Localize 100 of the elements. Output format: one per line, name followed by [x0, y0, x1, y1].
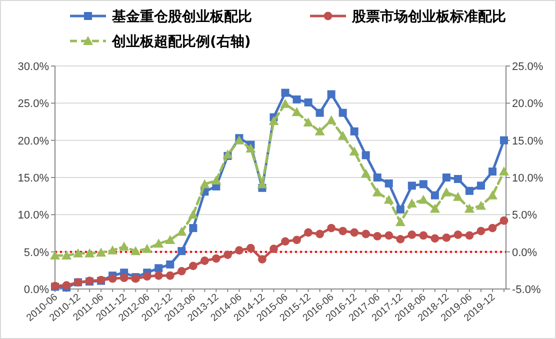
point	[108, 274, 117, 283]
point	[430, 191, 439, 200]
point	[303, 117, 314, 126]
point	[396, 205, 404, 214]
point	[178, 247, 186, 256]
point	[154, 264, 163, 272]
point	[235, 246, 244, 255]
y2-tick-label: 20.0%	[512, 98, 544, 110]
point	[292, 107, 302, 116]
point	[373, 174, 382, 182]
point	[314, 126, 325, 136]
y2-tick-label: 25.0%	[512, 61, 544, 73]
y2-tick-label: 0.0%	[512, 246, 538, 259]
point	[395, 217, 406, 226]
point	[360, 168, 371, 178]
y-tick-label: 5.0%	[24, 246, 50, 259]
point	[373, 232, 382, 240]
point	[338, 108, 347, 117]
point	[154, 271, 163, 280]
point	[223, 250, 232, 260]
point	[176, 226, 187, 236]
point	[442, 234, 451, 242]
y2-tick-label: 15.0%	[512, 135, 544, 148]
point	[408, 182, 416, 190]
point	[476, 200, 486, 210]
legend-label: 创业板超配比例(右轴)	[111, 34, 251, 50]
point	[350, 127, 358, 136]
point	[166, 271, 174, 280]
point	[488, 168, 496, 176]
point	[464, 204, 474, 213]
point	[142, 244, 152, 253]
point	[441, 187, 452, 196]
point	[362, 151, 370, 160]
point	[304, 228, 312, 237]
y-tick-label: 20.0%	[18, 135, 50, 148]
point	[406, 198, 417, 208]
point	[96, 248, 106, 257]
point	[316, 230, 324, 238]
point	[280, 98, 290, 108]
point	[119, 242, 130, 251]
y2-tick-label: -5.0%	[512, 284, 541, 296]
point	[212, 254, 220, 263]
point	[384, 231, 394, 240]
point	[62, 281, 71, 290]
point	[258, 255, 266, 264]
point	[165, 234, 176, 244]
point	[200, 179, 210, 188]
point	[142, 272, 152, 281]
point	[270, 244, 278, 254]
point	[476, 182, 485, 190]
point	[487, 190, 498, 200]
y-tick-label: 10.0%	[18, 210, 50, 222]
point	[246, 144, 256, 153]
point	[326, 115, 336, 124]
point	[177, 266, 186, 276]
y-tick-label: 30.0%	[18, 61, 50, 73]
point	[465, 186, 474, 195]
y2-tick-label: 5.0%	[512, 210, 538, 222]
y-tick-label: 0.0%	[24, 284, 50, 296]
y-tick-label: 15.0%	[18, 172, 50, 184]
point	[418, 194, 428, 204]
point	[108, 245, 118, 254]
point	[408, 230, 416, 239]
point	[419, 180, 428, 188]
legend-label: 基金重仓股创业板配比	[111, 9, 252, 25]
point	[62, 250, 72, 260]
point	[120, 274, 128, 282]
point	[73, 248, 84, 258]
point	[452, 192, 463, 201]
point	[500, 136, 508, 144]
point	[281, 88, 290, 97]
point	[130, 246, 141, 256]
point	[188, 210, 198, 219]
point	[499, 166, 509, 176]
point	[349, 146, 360, 156]
point	[292, 236, 301, 244]
point	[292, 95, 301, 104]
point	[327, 90, 336, 98]
point	[338, 130, 348, 140]
point	[338, 226, 348, 236]
point	[50, 250, 60, 260]
point	[488, 224, 497, 232]
point	[154, 238, 164, 248]
point	[246, 244, 255, 252]
point	[500, 216, 508, 225]
point	[465, 231, 474, 240]
point	[166, 260, 174, 268]
point	[384, 194, 394, 204]
point	[442, 174, 450, 182]
point	[268, 116, 279, 126]
point	[350, 228, 359, 237]
point	[362, 230, 370, 238]
point	[454, 174, 462, 183]
point	[430, 234, 440, 243]
point	[188, 262, 198, 270]
point	[396, 234, 405, 244]
y-tick-label: 25.0%	[18, 98, 50, 110]
point	[419, 231, 428, 240]
point	[189, 224, 198, 232]
point	[200, 256, 209, 265]
